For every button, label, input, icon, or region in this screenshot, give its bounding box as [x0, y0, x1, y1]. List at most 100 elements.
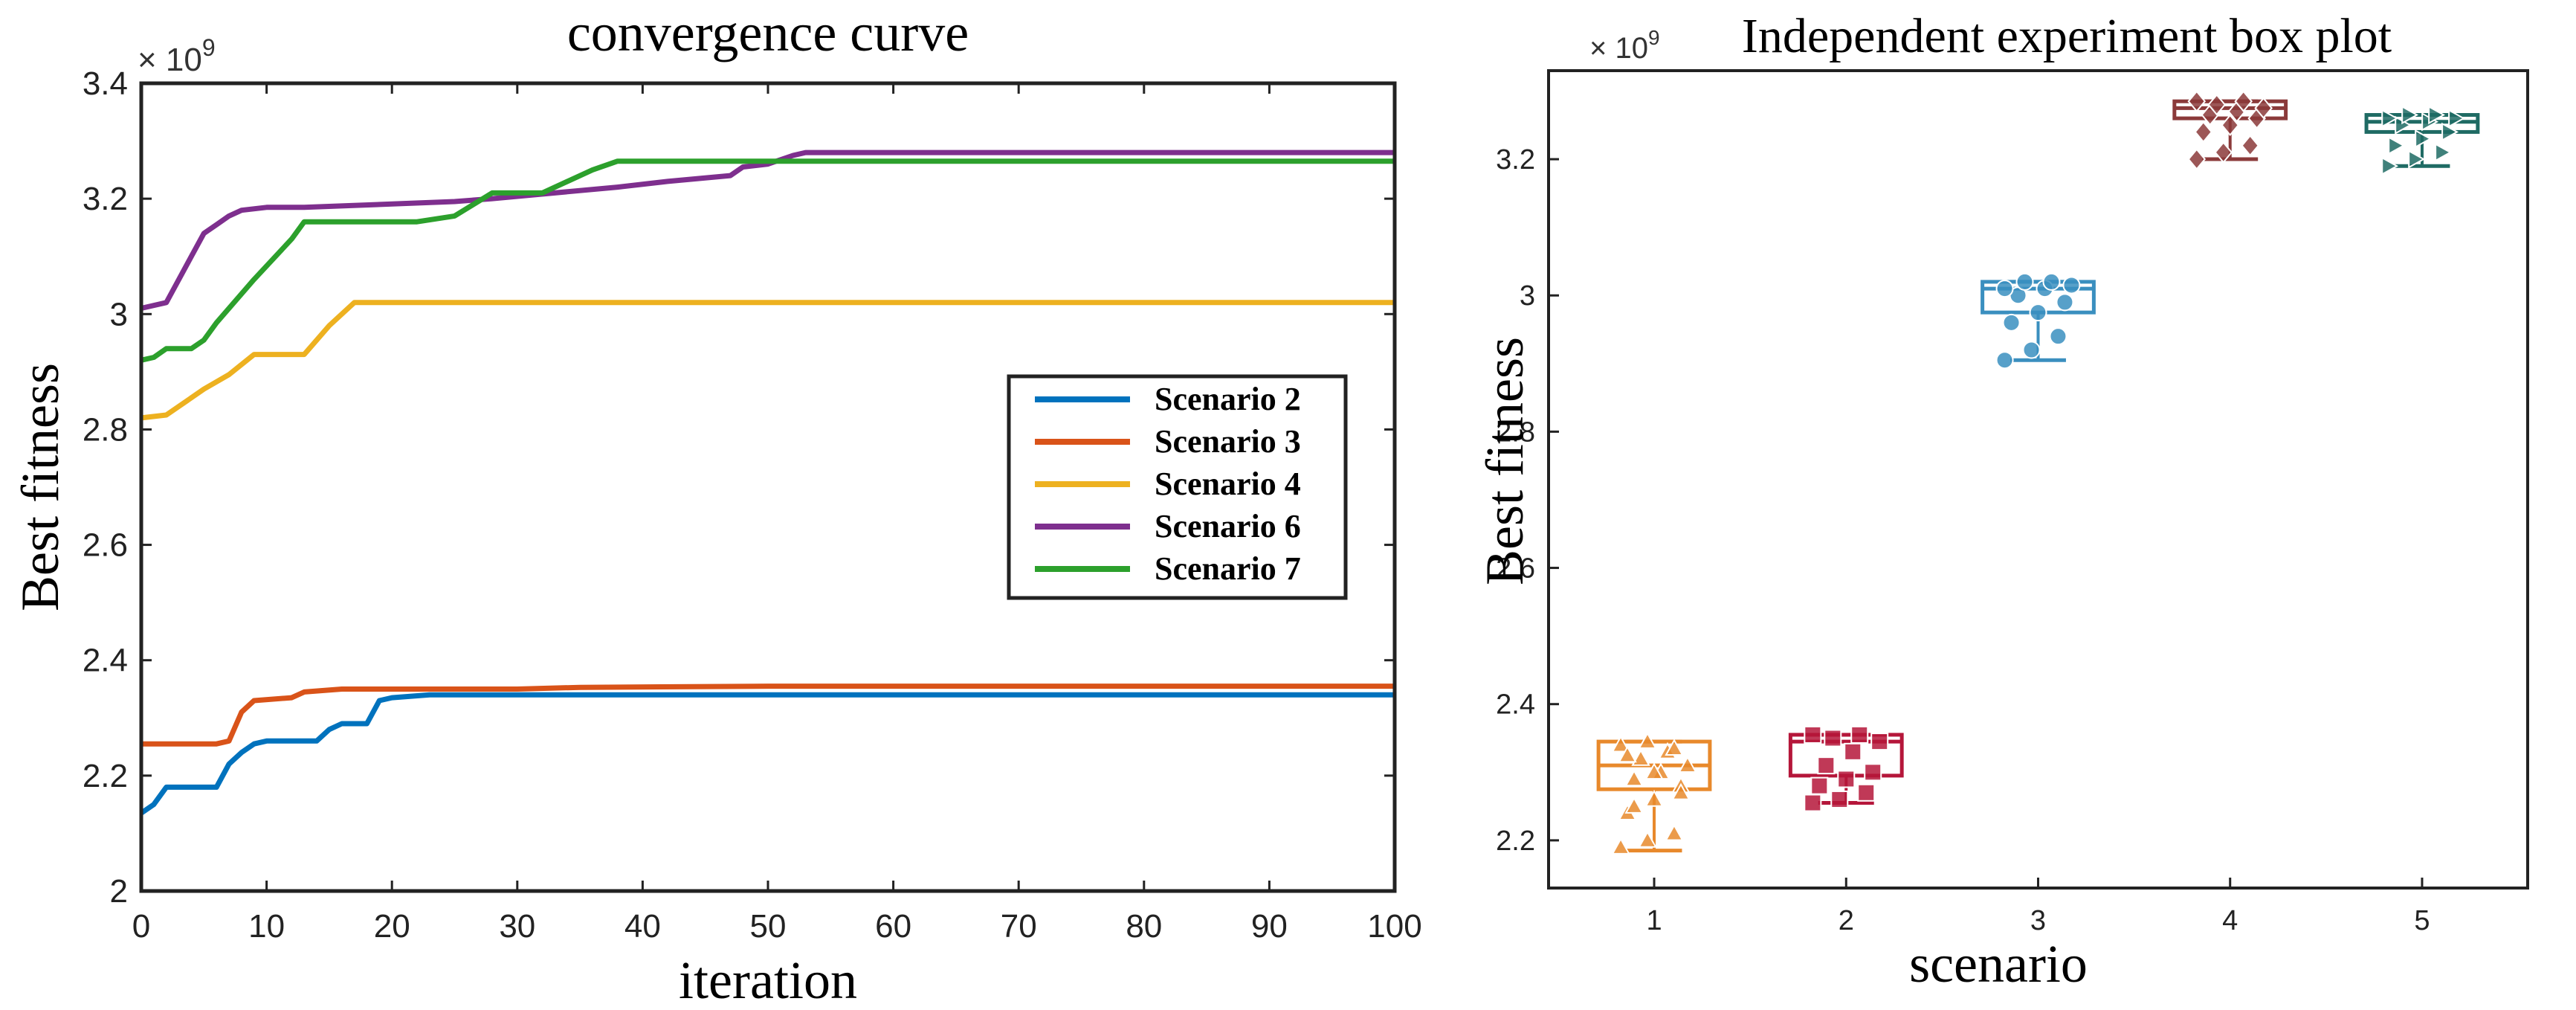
series-line-scenario-7 — [141, 158, 1395, 363]
x-tick-label: 50 — [750, 908, 787, 945]
data-point — [1631, 748, 1650, 766]
data-point — [1611, 735, 1630, 753]
data-point — [1665, 739, 1684, 756]
data-point — [2056, 293, 2074, 312]
data-point — [1857, 783, 1876, 802]
data-point — [2428, 105, 2446, 125]
convergence-axes: 0 10 20 30 40 50 60 70 80 90 100 2 2.2 2.4 2.6 2.8 3 3.2 3… — [83, 65, 1422, 945]
y-tick-label: 2.2 — [83, 758, 128, 794]
boxplot-plot-frame — [1547, 69, 2529, 890]
data-point — [1638, 830, 1657, 848]
data-point — [1644, 762, 1664, 780]
y-tick-label: 2.6 — [1496, 553, 1535, 585]
data-point — [1830, 790, 1849, 808]
y-tick-label: 3.2 — [83, 181, 128, 217]
x-tick-label: 0 — [132, 908, 150, 945]
legend-label: Scenario 2 — [1155, 381, 1301, 417]
data-point — [2241, 134, 2259, 157]
data-point — [1671, 782, 1691, 800]
x-tick-label: 70 — [1001, 908, 1037, 945]
series-line-scenario-4 — [141, 300, 1395, 421]
x-tick-label: 90 — [1251, 908, 1288, 945]
x-tick-label: 40 — [624, 908, 661, 945]
data-point — [2015, 272, 2034, 291]
data-point — [2194, 120, 2213, 144]
convergence-series — [140, 149, 1395, 816]
convergence-title: convergence curve — [567, 3, 969, 62]
y-tick-label: 2.2 — [1496, 826, 1535, 857]
data-point — [2207, 94, 2227, 116]
data-point — [1850, 725, 1869, 744]
data-point — [1864, 763, 1882, 782]
y-tick-label: 3 — [1520, 280, 1535, 312]
x-tick-label: 4 — [2222, 905, 2238, 936]
data-point — [1995, 351, 2014, 370]
x-tick-label: 30 — [499, 908, 535, 945]
data-point — [1817, 756, 1836, 775]
x-tick-label: 60 — [875, 908, 911, 945]
data-point — [2187, 148, 2207, 170]
data-point — [2022, 341, 2041, 359]
box-group-5 — [2364, 105, 2480, 176]
data-point — [1804, 725, 1822, 744]
data-point — [1810, 776, 1829, 795]
data-point — [2381, 156, 2399, 176]
x-tick-label: 1 — [1646, 905, 1662, 936]
legend-label: Scenario 4 — [1155, 466, 1301, 502]
data-point — [1624, 797, 1644, 814]
boxplot-chart: 1 2 3 4 5 2.2 2.4 2.6 2.8 3 3.2 Independent experi… — [1475, 9, 2529, 994]
y-tick-label: 3.2 — [1496, 144, 1535, 176]
legend-label: Scenario 3 — [1155, 423, 1301, 460]
data-point — [2042, 272, 2061, 291]
boxplot-title: Independent experiment box plot — [1742, 9, 2392, 63]
data-point — [2441, 122, 2459, 142]
data-point — [2254, 97, 2273, 120]
box-group-1 — [1596, 732, 1712, 855]
data-point — [1624, 769, 1644, 787]
boxplot-exponent: × 109 — [1589, 26, 1660, 65]
x-tick-label: 20 — [374, 908, 410, 945]
data-point — [1844, 742, 1862, 761]
convergence-xlabel: iteration — [679, 951, 857, 1010]
y-tick-label: 2.4 — [83, 643, 128, 679]
data-point — [1837, 770, 1856, 788]
y-tick-label: 2.8 — [1496, 416, 1535, 448]
x-tick-label: 5 — [2414, 905, 2430, 936]
x-tick-label: 10 — [248, 908, 285, 945]
data-point — [2029, 303, 2047, 322]
data-point — [2388, 136, 2406, 155]
series-line-scenario-2 — [140, 692, 1395, 816]
legend-box — [1007, 374, 1348, 600]
data-point — [2408, 149, 2426, 169]
data-point — [2214, 141, 2233, 164]
data-point — [1804, 794, 1822, 812]
y-tick-label: 3.4 — [83, 65, 128, 102]
convergence-exponent: × 109 — [138, 34, 216, 78]
box-group-3 — [1981, 272, 2096, 370]
boxplot-xlabel: scenario — [1909, 934, 2088, 994]
data-point — [2435, 143, 2452, 162]
data-point — [2448, 109, 2465, 128]
convergence-plot-frame — [139, 81, 1397, 893]
y-tick-label: 2.6 — [83, 527, 128, 564]
convergence-legend: Scenario 2 Scenario 3 Scenario 4 Scenario 6… — [1007, 374, 1348, 600]
data-point — [2062, 276, 2081, 295]
data-point — [1611, 837, 1630, 855]
data-point — [1638, 732, 1657, 749]
boxplot-ylabel: Best fitness — [1475, 337, 1534, 585]
x-tick-label: 2 — [1839, 905, 1854, 936]
convergence-ylabel: Best fitness — [10, 363, 70, 611]
y-tick-label: 2 — [110, 873, 128, 910]
data-point — [1618, 745, 1637, 763]
boxplot-axes: 1 2 3 4 5 2.2 2.4 2.6 2.8 3 3.2 — [1496, 144, 2430, 936]
data-point — [2187, 90, 2207, 112]
data-point — [1678, 756, 1697, 773]
data-point — [2401, 105, 2419, 125]
data-point — [2221, 114, 2240, 137]
data-point — [1995, 280, 2014, 298]
data-point — [1870, 733, 1889, 751]
data-point — [2002, 313, 2021, 332]
data-point — [2415, 129, 2433, 149]
legend-label: Scenario 6 — [1155, 508, 1301, 544]
